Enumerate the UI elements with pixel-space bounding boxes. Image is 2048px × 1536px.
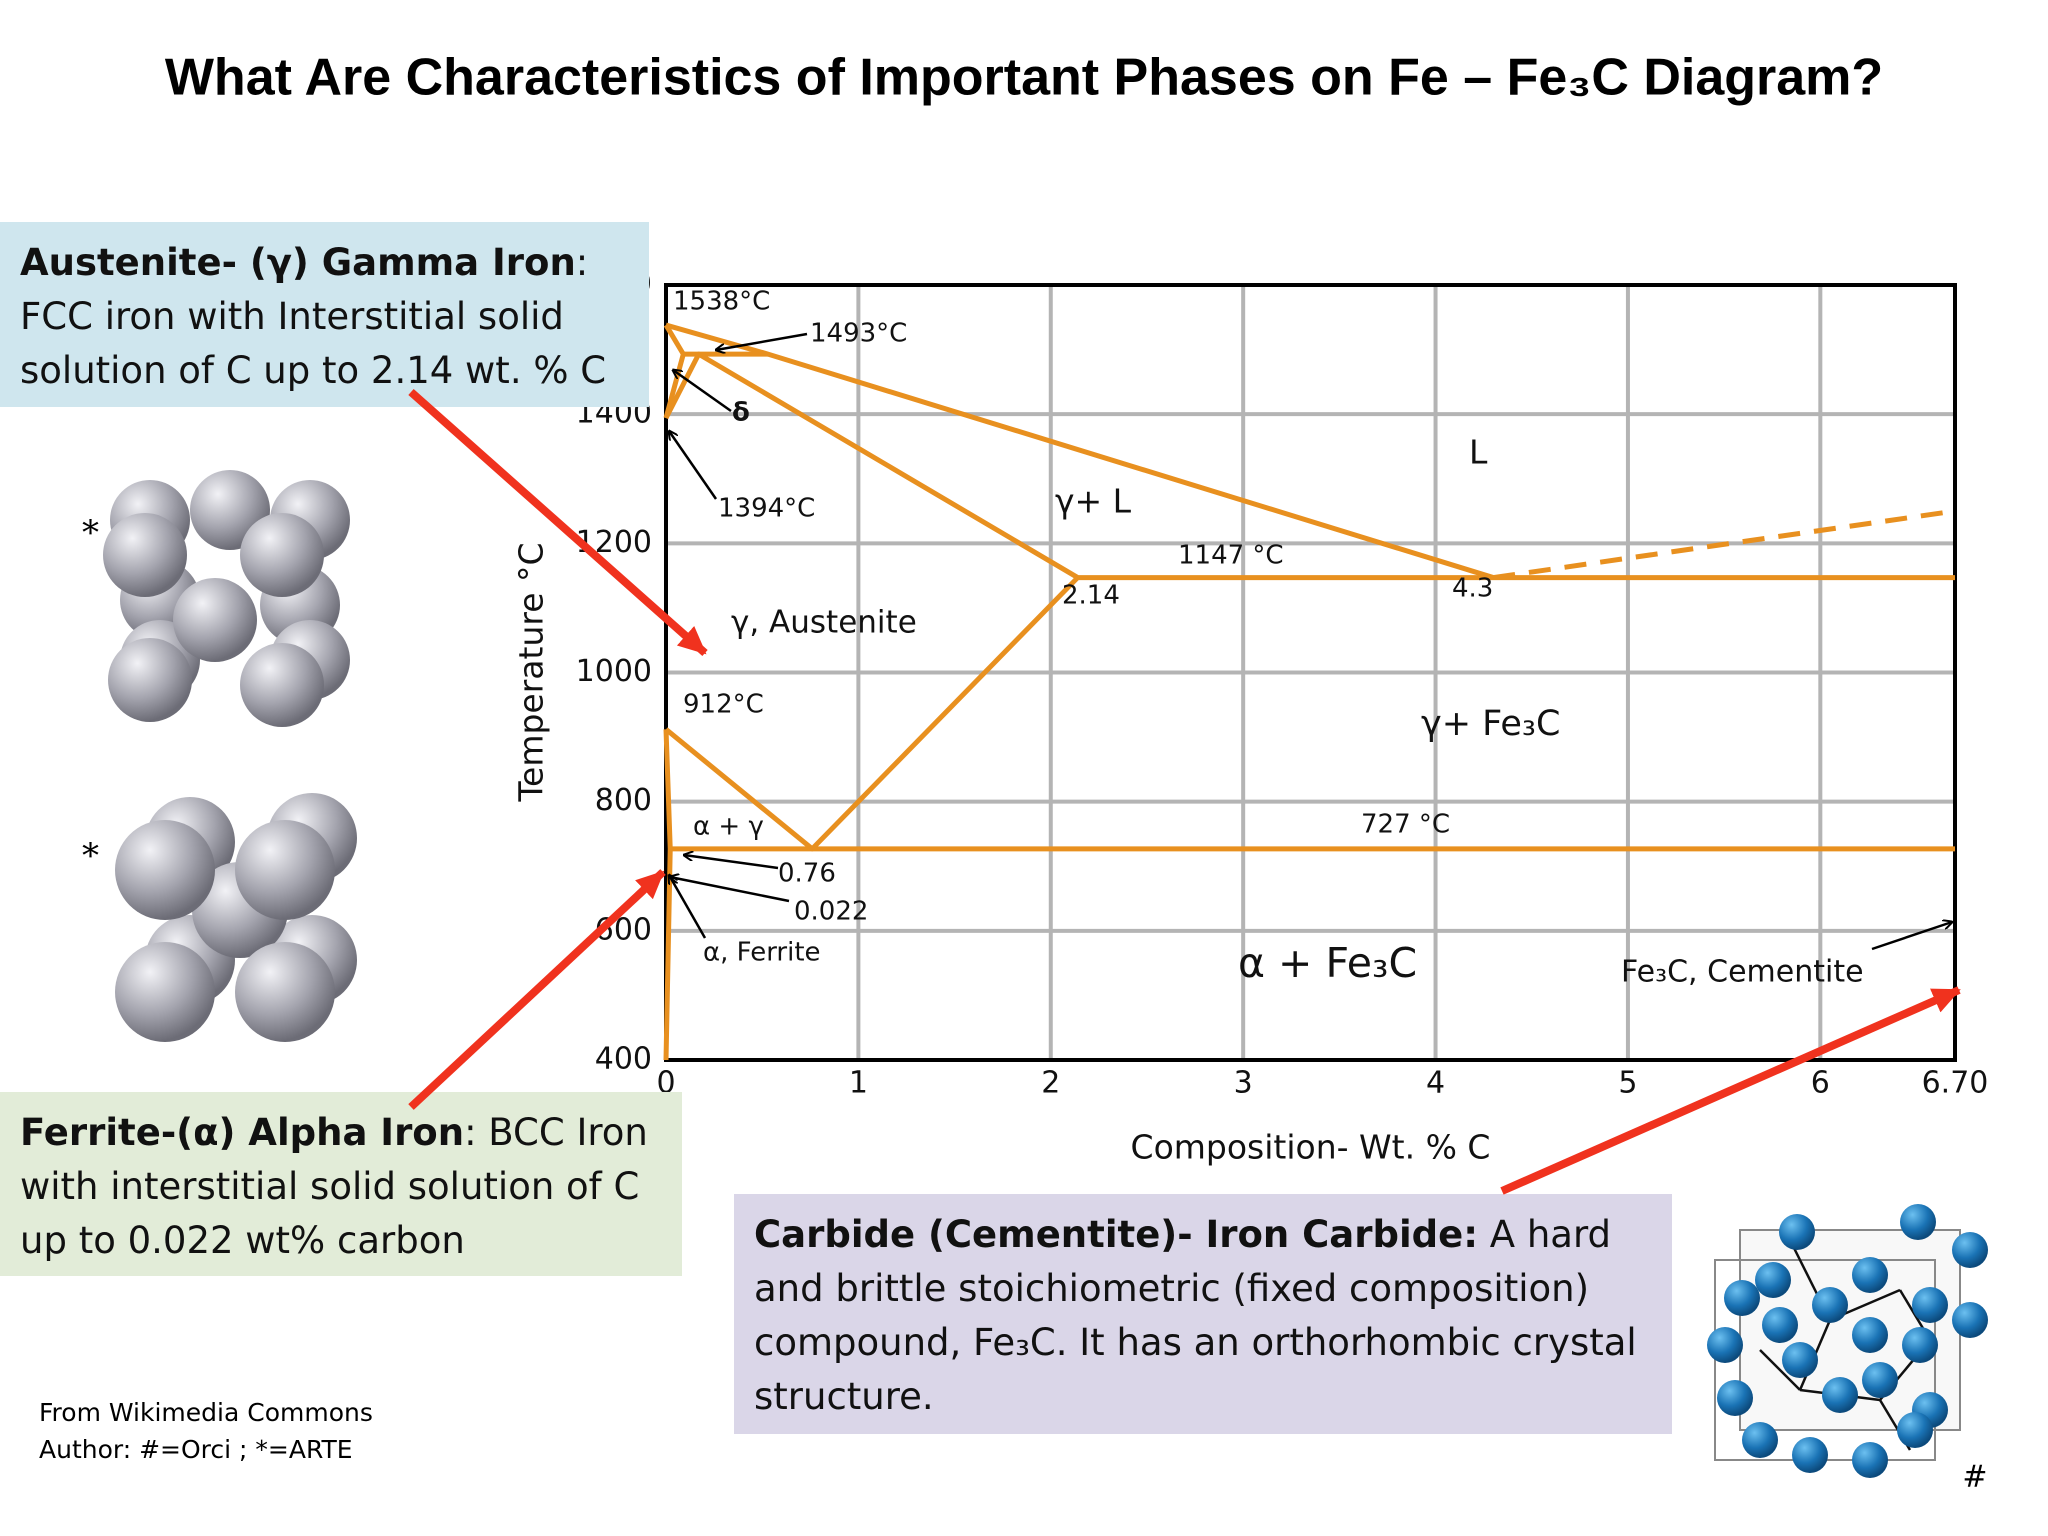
ferrite-box: Ferrite-(α) Alpha Iron: BCC Iron with in… xyxy=(0,1092,682,1276)
x-tick-label: 3 xyxy=(1234,1066,1253,1101)
label: γ, Austenite xyxy=(731,605,917,641)
label: α, Ferrite xyxy=(703,938,821,968)
credit: From Wikimedia Commons xyxy=(39,1398,373,1427)
y-tick-label: 1200 xyxy=(576,525,652,560)
phase-boundary xyxy=(1492,508,1956,581)
arrow xyxy=(684,855,779,870)
label: α + γ xyxy=(693,812,764,842)
cementite-cell xyxy=(1707,1204,1988,1478)
label: 912°C xyxy=(683,690,764,720)
x-tick-label: 4 xyxy=(1426,1066,1445,1101)
x-tick-label: 5 xyxy=(1618,1066,1637,1101)
arrow xyxy=(716,332,808,350)
x-tick-label: 1 xyxy=(849,1066,868,1101)
y-tick-label: 800 xyxy=(595,783,652,818)
label: α + Fe₃C xyxy=(1238,939,1417,987)
diagram-labels: 1538°C 1493°C δ 1394°C γ+ L L 1147 °C 2.… xyxy=(673,287,1864,990)
box-text: : FCC iron with Interstitial solid solut… xyxy=(20,241,607,392)
label: 0.76 xyxy=(778,859,836,889)
fcc-cell xyxy=(103,470,350,727)
y-axis-title: Temperature °C xyxy=(512,542,551,802)
label: 4.3 xyxy=(1452,574,1493,604)
phase-boundary xyxy=(663,351,1955,581)
source-marker: * xyxy=(82,836,99,876)
arrow xyxy=(1871,922,1952,951)
arrow xyxy=(669,431,718,500)
y-tick-label: 600 xyxy=(595,912,652,947)
label: L xyxy=(1469,433,1488,472)
label: Fe₃C, Cementite xyxy=(1621,955,1864,990)
x-tick-label: 2 xyxy=(1041,1066,1060,1101)
box-heading: Carbide (Cementite)- Iron Carbide: xyxy=(754,1213,1479,1256)
bcc-cell xyxy=(115,793,357,1042)
phase-boundary xyxy=(663,729,673,1061)
pointer-arrows xyxy=(669,332,1952,951)
label: 727 °C xyxy=(1361,810,1450,840)
x-axis-title: Composition- Wt. % C xyxy=(1131,1128,1491,1167)
source-marker: # xyxy=(1962,1460,1987,1495)
plot-frame xyxy=(664,283,1957,1062)
label: 0.022 xyxy=(794,897,868,927)
box-text: : BCC Iron with interstitial solid solut… xyxy=(20,1111,648,1262)
label: δ xyxy=(732,398,750,428)
source-marker: * xyxy=(82,513,99,553)
arrow xyxy=(669,875,707,939)
box-text: A hard and brittle stoichiometric (fixed… xyxy=(754,1213,1637,1418)
arrow xyxy=(670,877,790,903)
label: 1147 °C xyxy=(1178,541,1284,571)
y-tick-label: 400 xyxy=(595,1042,652,1077)
y-tick-label: 1000 xyxy=(576,654,652,689)
credit: Author: #=Orci ; *=ARTE xyxy=(39,1435,353,1464)
label: γ+ L xyxy=(1055,482,1132,521)
phase-boundary xyxy=(665,322,1495,580)
label: 1538°C xyxy=(673,287,770,317)
x-tick-label: 6.70 xyxy=(1922,1066,1989,1101)
box-heading: Ferrite-(α) Alpha Iron xyxy=(20,1111,465,1154)
slide-title: What Are Characteristics of Important Ph… xyxy=(165,49,1883,107)
label: γ+ Fe₃C xyxy=(1421,704,1560,744)
austenite-box: Austenite- (γ) Gamma Iron: FCC iron with… xyxy=(0,222,649,407)
label: 2.14 xyxy=(1062,581,1120,611)
box-heading: Austenite- (γ) Gamma Iron xyxy=(20,241,576,284)
label: 1394°C xyxy=(718,494,815,524)
label: 1493°C xyxy=(810,319,907,349)
x-tick-label: 6 xyxy=(1811,1066,1830,1101)
carbide-box: Carbide (Cementite)- Iron Carbide: A har… xyxy=(734,1194,1672,1434)
